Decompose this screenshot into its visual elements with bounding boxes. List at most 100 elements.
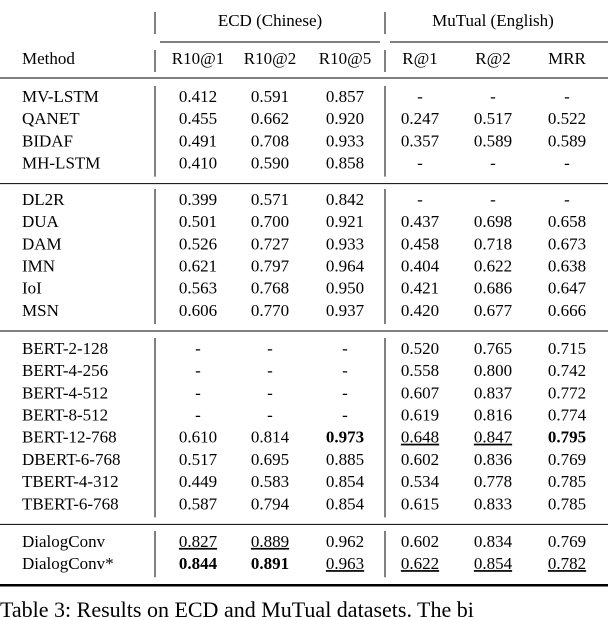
group-header: ECD (Chinese) [218,11,322,30]
cell: 0.437 [401,212,440,231]
cell: - [417,154,423,173]
cell: 0.769 [548,450,586,469]
cell: 0.658 [548,212,586,231]
method-name: BERT-2-128 [22,339,108,358]
cell: 0.727 [251,234,290,253]
cell: - [490,87,496,106]
cell: 0.491 [179,131,217,150]
cell: 0.619 [401,406,439,425]
cell: 0.695 [251,450,289,469]
cell: 0.591 [251,87,289,106]
cell: 0.610 [179,428,217,447]
cell: - [342,361,348,380]
cell: - [195,361,201,380]
cell: 0.449 [179,472,217,491]
method-name: DUA [22,212,60,231]
cell: 0.526 [179,234,217,253]
cell: 0.857 [326,87,365,106]
cell: 0.622 [401,554,439,573]
column-header: MRR [548,49,586,68]
method-name: QANET [22,109,80,128]
cell: 0.742 [548,361,586,380]
cell: - [267,406,273,425]
cell: 0.963 [326,554,364,573]
column-header: R@2 [475,49,511,68]
cell: 0.558 [401,361,439,380]
method-name: MSN [22,301,59,320]
cell: - [195,339,201,358]
cell: 0.933 [326,234,364,253]
cell: 0.563 [179,279,217,298]
cell: 0.844 [179,554,218,573]
cell: 0.836 [474,450,512,469]
cell: 0.885 [326,450,364,469]
method-name: DL2R [22,190,65,209]
cell: 0.621 [179,257,217,276]
cell: 0.889 [251,532,289,551]
cell: 0.778 [474,472,512,491]
caption: Table 3: Results on ECD and MuTual datas… [0,597,474,620]
method-name: DAM [22,234,62,253]
method-name: IMN [22,257,55,276]
method-name: DBERT-6-768 [22,450,120,469]
cell: 0.795 [548,428,586,447]
cell: 0.666 [548,301,586,320]
cell: 0.662 [251,109,289,128]
cell: 0.827 [179,532,218,551]
column-header: R10@2 [244,49,297,68]
method-name: DialogConv* [22,554,114,573]
cell: 0.715 [548,339,586,358]
method-name: TBERT-4-312 [22,472,119,491]
cell: - [342,383,348,402]
cell: 0.412 [179,87,217,106]
cell: 0.814 [251,428,290,447]
method-name: BERT-12-768 [22,428,117,447]
cell: 0.834 [474,532,513,551]
cell: 0.589 [474,131,512,150]
cell: 0.962 [326,532,364,551]
cell: - [564,190,570,209]
cell: 0.357 [401,131,440,150]
cell: 0.768 [251,279,289,298]
cell: 0.794 [251,494,290,513]
cell: - [490,154,496,173]
cell: 0.522 [548,109,586,128]
cell: 0.517 [179,450,218,469]
method-name: MH-LSTM [22,154,100,173]
method-name: BERT-8-512 [22,406,108,425]
cell: 0.847 [474,428,513,447]
cell: - [564,154,570,173]
cell: 0.891 [251,554,289,573]
method-name: IoI [22,279,42,298]
cell: 0.816 [474,406,512,425]
cell: 0.571 [251,190,289,209]
method-name: BIDAF [22,131,73,150]
cell: 0.708 [251,131,289,150]
cell: 0.854 [326,494,365,513]
cell: 0.854 [326,472,365,491]
cell: 0.534 [401,472,440,491]
cell: - [267,339,273,358]
cell: 0.964 [326,257,365,276]
cell: 0.785 [548,494,586,513]
cell: 0.399 [179,190,217,209]
column-header: Method [22,49,75,68]
cell: 0.421 [401,279,439,298]
cell: 0.854 [474,554,513,573]
cell: 0.590 [251,154,289,173]
cell: 0.700 [251,212,289,231]
cell: 0.718 [474,234,512,253]
cell: 0.774 [548,406,587,425]
cell: 0.837 [474,383,513,402]
cell: 0.800 [474,361,512,380]
cell: - [564,87,570,106]
method-name: MV-LSTM [22,87,99,106]
cell: 0.677 [474,301,513,320]
cell: 0.770 [251,301,289,320]
cell: 0.833 [474,494,512,513]
cell: 0.920 [326,109,364,128]
cell: 0.785 [548,472,586,491]
cell: 0.921 [326,212,364,231]
cell: - [342,339,348,358]
